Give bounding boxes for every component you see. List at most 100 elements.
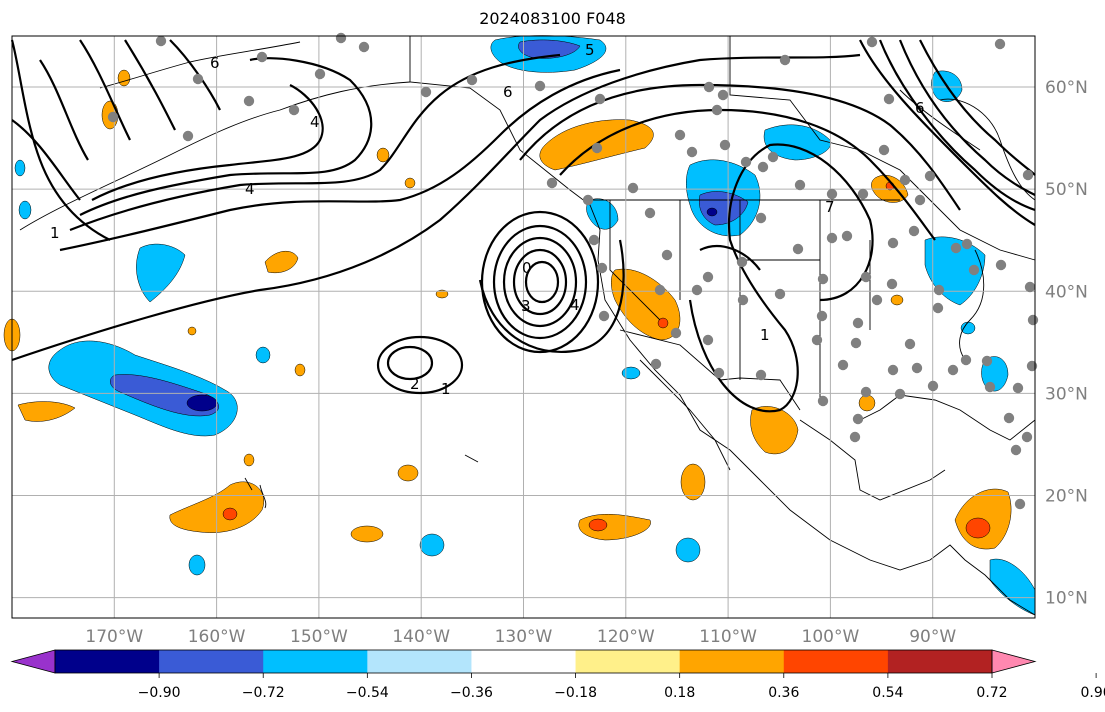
contour-label: 6 bbox=[503, 83, 513, 101]
colorbar-segment bbox=[783, 650, 889, 673]
station-marker bbox=[887, 364, 899, 376]
station-marker bbox=[826, 188, 838, 200]
contour-label: 2 bbox=[410, 375, 420, 393]
station-marker bbox=[674, 129, 686, 141]
station-marker bbox=[849, 431, 861, 443]
station-marker bbox=[794, 179, 806, 191]
station-marker bbox=[534, 80, 546, 92]
colorbar-segment bbox=[367, 650, 472, 673]
station-marker bbox=[755, 212, 767, 224]
longitude-label: 150°W bbox=[290, 627, 348, 647]
contour-label: 6 bbox=[915, 99, 925, 117]
colorbar-segment bbox=[471, 650, 577, 673]
station-marker bbox=[654, 284, 666, 296]
station-marker bbox=[894, 388, 906, 400]
contour-label: 1 bbox=[50, 224, 60, 242]
station-marker bbox=[192, 73, 204, 85]
latitude-label: 20°N bbox=[1045, 486, 1088, 506]
station-marker bbox=[852, 413, 864, 425]
station-marker bbox=[817, 273, 829, 285]
station-marker bbox=[627, 182, 639, 194]
longitude-label: 120°W bbox=[597, 627, 655, 647]
station-marker bbox=[914, 194, 926, 206]
map-frame bbox=[11, 35, 1036, 619]
colorbar-tick-label: 0.18 bbox=[664, 685, 695, 701]
latitude-label: 40°N bbox=[1045, 282, 1088, 302]
station-marker bbox=[860, 386, 872, 398]
station-marker bbox=[908, 225, 920, 237]
station-marker bbox=[817, 395, 829, 407]
station-marker bbox=[932, 302, 944, 314]
station-marker bbox=[933, 284, 945, 296]
station-marker bbox=[546, 177, 558, 189]
colorbar-segment bbox=[55, 650, 160, 673]
station-marker bbox=[644, 207, 656, 219]
station-marker bbox=[767, 151, 779, 163]
station-marker bbox=[968, 264, 980, 276]
station-marker bbox=[1021, 431, 1033, 443]
map-title: 2024083100 F048 bbox=[479, 9, 626, 28]
station-marker bbox=[691, 284, 703, 296]
latitude-labels: 10°N 20°N 30°N 40°N 50°N 60°N bbox=[1045, 78, 1088, 609]
station-marker bbox=[314, 68, 326, 80]
station-marker bbox=[981, 355, 993, 367]
station-marker bbox=[995, 259, 1007, 271]
station-marker bbox=[816, 310, 828, 322]
colorbar-tick-label: −0.36 bbox=[450, 685, 493, 701]
station-marker bbox=[960, 354, 972, 366]
station-marker bbox=[670, 327, 682, 339]
station-marker bbox=[927, 380, 939, 392]
station-marker bbox=[466, 74, 478, 86]
station-marker bbox=[740, 156, 752, 168]
contour-label: 5 bbox=[585, 41, 595, 59]
station-marker bbox=[837, 359, 849, 371]
colorbar-tick-label: 0.36 bbox=[768, 685, 799, 701]
contour-label: 6 bbox=[210, 54, 220, 72]
colorbar-segment bbox=[575, 650, 681, 673]
station-marker bbox=[994, 38, 1006, 50]
contour-label: 1 bbox=[441, 380, 451, 398]
station-marker bbox=[243, 95, 255, 107]
station-marker bbox=[860, 271, 872, 283]
colorbar-tick-label: −0.54 bbox=[346, 685, 389, 701]
colorbar-tick-label: −0.72 bbox=[242, 685, 285, 701]
longitude-labels: 170°W 160°W 150°W 140°W 130°W 120°W 110°W 100°W… bbox=[85, 627, 956, 647]
station-marker bbox=[779, 54, 791, 66]
colorbar-extend-low bbox=[10, 649, 56, 674]
station-marker bbox=[857, 188, 869, 200]
station-marker bbox=[886, 278, 898, 290]
station-marker bbox=[256, 51, 268, 63]
station-marker bbox=[841, 230, 853, 242]
colorbar-tick-label: 0.90 bbox=[1081, 685, 1105, 701]
station-marker bbox=[736, 256, 748, 268]
station-marker bbox=[717, 89, 729, 101]
colorbar-ticks: −0.90 −0.72 −0.54 −0.36 −0.18 0.18 0.36 0.54 0.7… bbox=[138, 673, 1105, 701]
station-marker bbox=[899, 174, 911, 186]
station-marker bbox=[1027, 314, 1039, 326]
station-marker bbox=[866, 36, 878, 48]
station-marker bbox=[650, 358, 662, 370]
station-marker bbox=[852, 317, 864, 329]
station-marker bbox=[713, 367, 725, 379]
station-marker bbox=[1014, 498, 1026, 510]
station-marker bbox=[719, 139, 731, 151]
station-marker bbox=[1012, 382, 1024, 394]
station-marker bbox=[755, 369, 767, 381]
contour-labels: 2 1 0 3 4 5 6 4 4 6 7 1 6 1 bbox=[50, 41, 925, 398]
station-marker bbox=[1003, 412, 1015, 424]
station-marker bbox=[107, 111, 119, 123]
contour-label: 4 bbox=[245, 180, 255, 198]
station-marker bbox=[598, 310, 610, 322]
colorbar-segment bbox=[159, 650, 264, 673]
latitude-label: 10°N bbox=[1045, 589, 1088, 609]
station-marker bbox=[878, 144, 890, 156]
station-marker bbox=[335, 32, 347, 44]
station-marker bbox=[420, 86, 432, 98]
station-marker bbox=[703, 81, 715, 93]
station-marker bbox=[594, 93, 606, 105]
longitude-label: 100°W bbox=[802, 627, 860, 647]
colorbar-tick-label: −0.18 bbox=[554, 685, 597, 701]
station-marker bbox=[1022, 169, 1034, 181]
station-marker bbox=[358, 41, 370, 53]
station-marker bbox=[737, 294, 749, 306]
